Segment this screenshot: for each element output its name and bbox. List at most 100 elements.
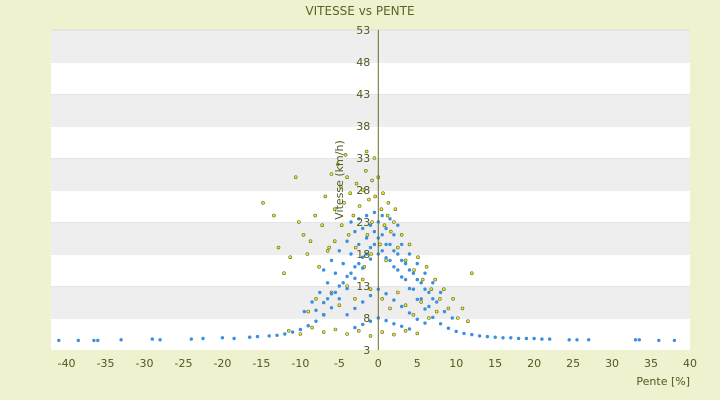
data-point-blue — [337, 284, 341, 288]
data-point-blue — [586, 338, 591, 342]
data-point-blue — [672, 338, 677, 343]
grid-bands — [51, 29, 690, 350]
data-point-blue — [119, 338, 123, 342]
data-point-blue — [427, 290, 431, 295]
data-point-olive — [373, 194, 378, 199]
data-point-olive — [424, 264, 429, 269]
data-point-olive — [438, 296, 442, 301]
data-point-olive — [276, 245, 281, 250]
data-point-blue — [364, 236, 369, 240]
grid-band — [51, 286, 690, 318]
x-tick-label: 0 — [375, 357, 382, 370]
y-axis-title: Vitesse (km/h) — [333, 140, 346, 220]
data-point-olive — [403, 258, 408, 263]
data-point-blue — [407, 327, 412, 331]
data-point-olive — [403, 328, 408, 333]
data-point-blue — [357, 217, 361, 221]
data-point-blue — [392, 322, 396, 326]
data-point-olive — [313, 213, 318, 218]
data-point-blue — [392, 298, 396, 302]
data-point-olive — [369, 252, 374, 256]
data-point-blue — [310, 300, 314, 304]
data-point-blue — [368, 257, 373, 261]
data-point-blue — [353, 325, 357, 330]
data-point-blue — [407, 286, 412, 291]
data-point-blue — [364, 213, 369, 218]
data-point-blue — [361, 300, 365, 304]
x-tick-label: -20 — [213, 357, 231, 370]
data-point-olive — [466, 319, 470, 324]
data-point-olive — [282, 271, 286, 276]
data-point-blue — [400, 242, 404, 247]
data-point-olive — [301, 233, 306, 237]
data-point-blue — [388, 242, 392, 247]
data-point-olive — [353, 245, 358, 250]
data-point-blue — [275, 333, 279, 337]
data-point-blue — [423, 271, 427, 275]
data-point-blue — [232, 336, 236, 341]
data-point-olive — [460, 306, 465, 311]
data-point-blue — [329, 292, 334, 296]
data-point-olive — [412, 268, 416, 272]
data-point-blue — [419, 297, 423, 301]
grid-band — [51, 158, 690, 190]
data-point-blue — [248, 335, 252, 339]
data-point-blue — [189, 337, 194, 341]
data-point-olive — [354, 181, 359, 186]
data-point-olive — [364, 149, 369, 154]
data-point-olive — [385, 213, 390, 218]
data-point-olive — [335, 162, 340, 167]
data-point-blue — [532, 336, 536, 341]
data-point-blue — [431, 297, 435, 301]
data-point-blue — [438, 290, 443, 295]
data-point-blue — [540, 337, 544, 341]
data-point-olive — [411, 312, 416, 317]
data-point-blue — [314, 308, 318, 312]
data-point-blue — [388, 217, 392, 221]
data-point-blue — [220, 336, 225, 340]
data-point-blue — [384, 226, 388, 231]
y-tick-label: 18 — [356, 248, 370, 261]
data-point-olive — [321, 330, 326, 334]
data-point-blue — [407, 268, 412, 272]
x-tick-label: 40 — [683, 357, 697, 370]
data-point-olive — [288, 255, 293, 260]
data-point-olive — [363, 169, 368, 173]
data-point-blue — [364, 252, 369, 256]
data-point-blue — [353, 265, 357, 269]
data-point-blue — [384, 318, 388, 323]
data-point-olive — [320, 223, 325, 227]
data-point-olive — [372, 156, 377, 160]
data-point-blue — [361, 322, 365, 327]
y-tick-label: 33 — [356, 152, 370, 165]
x-axis-title: Pente [%] — [636, 375, 690, 388]
data-point-olive — [272, 213, 276, 218]
data-point-olive — [298, 332, 303, 336]
data-point-blue — [361, 226, 365, 231]
data-point-olive — [399, 233, 404, 237]
data-point-blue — [411, 287, 416, 291]
data-point-blue — [575, 338, 579, 342]
data-point-blue — [345, 313, 349, 317]
data-point-olive — [286, 328, 291, 333]
data-point-olive — [317, 264, 321, 269]
data-point-olive — [360, 277, 365, 282]
data-point-olive — [337, 303, 342, 308]
data-point-blue — [372, 229, 377, 234]
data-point-olive — [332, 207, 337, 211]
y-tick-label: 8 — [363, 312, 370, 325]
data-point-blue — [485, 334, 490, 339]
data-point-olive — [420, 277, 425, 282]
data-point-blue — [454, 329, 458, 334]
data-point-olive — [339, 185, 343, 189]
data-point-blue — [255, 334, 260, 339]
data-point-blue — [345, 239, 349, 243]
data-point-blue — [419, 281, 423, 285]
data-point-blue — [442, 309, 447, 314]
data-point-blue — [92, 338, 96, 343]
data-point-blue — [372, 242, 377, 247]
chart-title: VITESSE vs PENTE — [305, 4, 414, 18]
grid-band — [51, 94, 690, 126]
data-point-blue — [349, 252, 353, 256]
